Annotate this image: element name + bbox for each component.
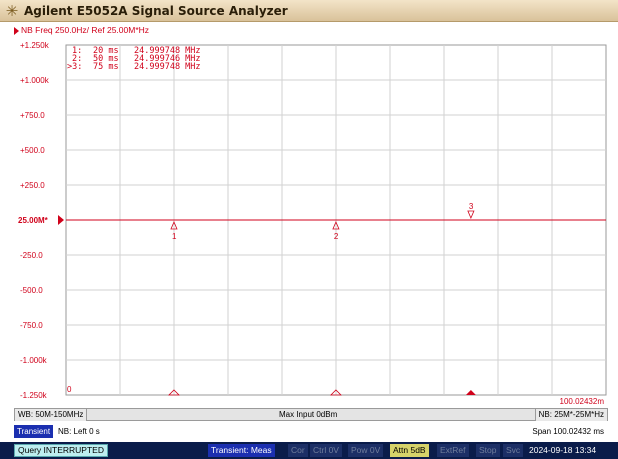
window-title-bar: ✳ Agilent E5052A Signal Source Analyzer <box>0 0 618 22</box>
marker-readout-id: 2: <box>72 54 82 64</box>
external-ref-status: ExtRef <box>437 444 469 457</box>
y-axis-tick-label: +1.000k <box>20 76 50 85</box>
service-status: Svc <box>503 444 524 457</box>
marker-1-triangle <box>170 220 178 230</box>
y-axis-tick-label: +500.0 <box>20 146 45 155</box>
stop-status: Stop <box>476 444 500 457</box>
marker-readout-list: 1: 20 ms 24.999748 MHz 2: 50 ms 24.999746 MHz… <box>67 46 201 72</box>
marker-3-bottom-indicator <box>465 390 476 395</box>
span-label: Span 100.02432 ms <box>532 427 604 436</box>
marker-2-label: 2 <box>334 232 339 241</box>
y-axis-tick-label: -1.000k <box>20 356 48 365</box>
marker-1-bottom-indicator <box>168 389 180 396</box>
y-axis-tick-label: -250.0 <box>20 251 43 260</box>
marker-readout-id: 1: <box>72 46 82 56</box>
trace-header[interactable]: NB Freq 250.0Hz/ Ref 25.00M*Hz <box>14 24 608 37</box>
wideband-range-label: WB: 50M-150MHz <box>14 409 88 421</box>
marker-2-bottom-indicator <box>329 389 342 396</box>
pow-status: Pow 0V <box>348 444 384 457</box>
marker-readout-freq: 24.999748 MHz <box>134 62 201 72</box>
datetime-display: 2024-09-18 13:34 <box>526 444 600 457</box>
y-axis-tick-label: 25.00M* <box>18 216 49 225</box>
sunburst-logo-icon: ✳ <box>5 2 19 20</box>
y-axis-tick-label: +750.0 <box>20 111 45 120</box>
max-input-label: Max Input 0dBm <box>279 410 338 419</box>
attenuation-status: Attn 5dB <box>390 444 429 457</box>
ctrl-status: Ctrl 0V <box>310 444 342 457</box>
marker-readout-time: 20 ms <box>93 46 119 56</box>
marker-3-triangle <box>467 210 475 220</box>
x-axis-start-label: 0 <box>67 385 72 394</box>
marker-1-label: 1 <box>172 232 177 241</box>
y-axis-tick-label: +250.0 <box>20 181 45 190</box>
marker-readout-time: 75 ms <box>93 62 119 72</box>
marker-readout-time: 50 ms <box>93 54 119 64</box>
y-axis-tick-label: -500.0 <box>20 286 43 295</box>
transient-meas-status: Transient: Meas <box>208 444 275 457</box>
trace-header-text: NB Freq 250.0Hz/ Ref 25.00M*Hz <box>21 25 150 35</box>
marker-3-label: 3 <box>469 202 474 211</box>
x-axis-end-label: 100.02432m <box>560 397 605 406</box>
marker-2-triangle <box>332 220 340 230</box>
marker-readout-freq: 24.999746 MHz <box>134 54 201 64</box>
nb-left-label: NB: Left 0 s <box>58 427 100 436</box>
transient-tab[interactable]: Transient <box>14 425 54 438</box>
cor-status: Cor <box>288 444 308 457</box>
query-status: Query INTERRUPTED <box>14 444 108 457</box>
measurement-bar: Transient NB: Left 0 s Span 100.02432 ms <box>14 425 608 438</box>
reference-level-pointer[interactable] <box>58 215 64 225</box>
y-axis-tick-label: +1.250k <box>20 41 50 50</box>
y-axis-labels: +1.250k +1.000k +750.0 +500.0 +250.0 25.00M* -… <box>18 41 50 400</box>
markers: 1 2 3 <box>168 202 476 396</box>
marker-readout-freq: 24.999748 MHz <box>134 46 201 56</box>
y-axis-tick-label: -1.250k <box>20 391 48 400</box>
status-bar: Query INTERRUPTED Transient: Meas Cor Ct… <box>0 442 618 459</box>
trace-indicator-icon <box>14 26 19 35</box>
y-axis-tick-label: -750.0 <box>20 321 43 330</box>
channel-info-bar: WB: 50M-150MHz Max Input 0dBm NB: 25M*-2… <box>14 408 608 421</box>
marker-readout-id: >3: <box>67 62 82 72</box>
narrowband-range-label: NB: 25M*-25M*Hz <box>534 409 608 421</box>
window-title: Agilent E5052A Signal Source Analyzer <box>24 3 288 18</box>
